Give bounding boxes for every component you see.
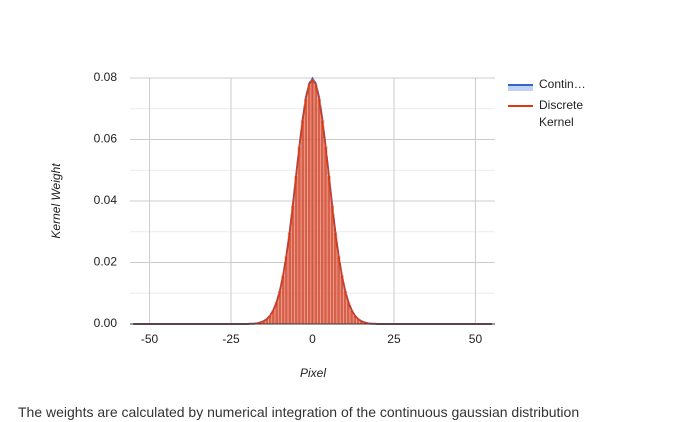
bar [310, 79, 315, 325]
x-tick-label: -50 [141, 332, 159, 346]
x-tick-label: 50 [469, 332, 483, 346]
legend-label: Discrete Kernel [539, 98, 583, 129]
y-tick-label: 0.00 [94, 316, 118, 330]
bar [326, 175, 331, 325]
bar [313, 84, 318, 325]
chart: Kernel Weight Pixel 0.00 0.02 0.04 0.06 0.08… [49, 70, 586, 380]
legend-swatch-area [508, 85, 533, 91]
x-tick-label: 0 [309, 332, 316, 346]
y-tick-label: 0.02 [94, 255, 118, 269]
x-axis-title: Pixel [300, 366, 326, 380]
x-tick-label: -25 [222, 332, 240, 346]
legend-label: Contin… [539, 77, 586, 91]
bar [291, 205, 295, 325]
y-axis-title: Kernel Weight [49, 163, 63, 239]
bar [330, 205, 334, 325]
y-tick-label: 0.06 [94, 132, 118, 146]
y-tick-label: 0.04 [94, 193, 118, 207]
bar [297, 146, 302, 325]
bar [300, 119, 305, 325]
bar [320, 119, 325, 325]
y-tick-label: 0.08 [94, 70, 118, 84]
caption: The weights are calculated by numerical … [18, 404, 580, 420]
line [133, 78, 492, 325]
bar [317, 98, 321, 325]
bar [304, 98, 308, 325]
bar [323, 146, 328, 325]
bar [307, 84, 312, 325]
x-tick-label: 25 [387, 332, 401, 346]
bar [294, 175, 299, 325]
